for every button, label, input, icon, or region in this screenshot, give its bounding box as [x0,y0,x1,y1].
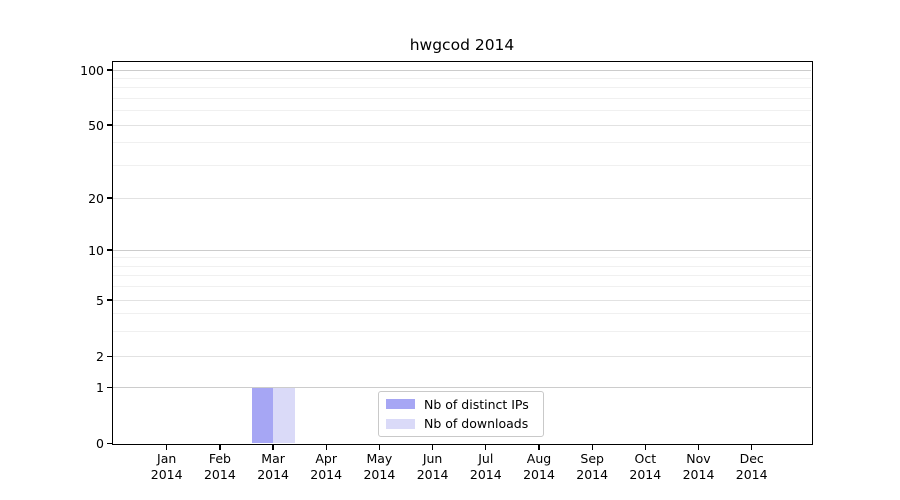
x-tick-label-mar: Mar 2014 [241,451,305,482]
x-tick-mark-feb [219,444,221,450]
x-tick-label-year: 2014 [310,466,343,482]
y-tick-label-10: 10 [88,242,104,258]
x-tick-label-month: Mar [261,451,285,466]
x-tick-label-nov: Nov 2014 [667,451,731,482]
x-tick-mark-dec [751,444,753,450]
gridline-y-20 [113,197,811,199]
y-tick-label-1: 1 [96,380,104,396]
x-tick-label-year: 2014 [203,466,236,482]
y-tick-mark-100 [107,69,112,71]
legend-item-0: Nb of distinct IPs [386,395,535,414]
y-tick-mark-50 [107,124,112,126]
x-tick-label-month: Apr [315,451,337,466]
y-tick-label-2: 2 [96,349,104,364]
x-tick-label-dec: Dec 2014 [720,451,784,482]
x-tick-label-jan: Jan 2014 [135,451,199,482]
x-tick-mark-jun [431,444,434,450]
x-tick-label-may: May 2014 [347,451,411,482]
gridline-y-minor-2 [113,97,811,99]
gridline-y-minor-7 [113,265,811,267]
gridline-y-minor-3 [113,110,811,112]
x-tick-label-year: 2014 [735,466,768,482]
x-tick-mark-jan [166,444,168,450]
legend-label-0: Nb of distinct IPs [424,396,529,412]
x-tick-mark-mar [272,444,274,450]
y-tick-mark-10 [107,249,112,251]
gridline-y-minor-8 [113,275,811,277]
bar-nb-of-downloads-mar-2014 [273,387,295,444]
x-tick-label-sep: Sep 2014 [560,451,624,482]
x-tick-label-year: 2014 [469,466,502,482]
y-tick-mark-1 [107,387,112,389]
gridline-y-2 [113,356,811,357]
x-tick-label-jul: Jul 2014 [454,451,518,482]
x-tick-label-feb: Feb 2014 [188,451,252,482]
x-tick-label-month: Jan [157,451,177,466]
x-tick-label-month: Jul [478,451,494,466]
y-tick-label-5: 5 [96,292,104,308]
x-tick-mark-sep [591,444,593,450]
x-tick-label-jun: Jun 2014 [401,451,465,482]
bar-nb-of-distinct-ips-mar-2014 [251,387,274,444]
x-tick-label-apr: Apr 2014 [294,451,358,482]
legend-label-1: Nb of downloads [424,416,529,432]
gridline-y-minor-0 [113,77,811,79]
x-tick-label-month: Dec [739,451,764,466]
gridline-y-minor-5 [113,165,811,167]
gridline-y-1 [113,387,811,389]
x-tick-label-month: Jun [422,451,443,466]
x-tick-mark-oct [644,444,646,450]
y-tick-mark-5 [107,299,112,301]
y-tick-label-0: 0 [96,436,104,451]
legend-item-1: Nb of downloads [386,414,535,433]
x-tick-label-year: 2014 [416,466,449,482]
x-tick-label-year: 2014 [682,466,715,482]
gridline-y-100 [113,69,811,71]
x-tick-label-month: Nov [686,451,711,466]
x-tick-mark-aug [538,444,540,450]
x-tick-label-year: 2014 [629,466,662,482]
y-tick-mark-0 [107,442,112,445]
gridline-y-5 [113,299,811,301]
legend: Nb of distinct IPs Nb of downloads [378,391,544,437]
x-tick-label-year: 2014 [576,466,609,482]
x-tick-mark-nov [697,444,700,450]
legend-swatch-1 [386,418,415,430]
gridline-y-minor-4 [113,142,811,144]
x-tick-label-month: May [366,451,393,466]
x-tick-mark-apr [325,444,327,450]
y-tick-label-20: 20 [88,190,104,206]
gridline-y-50 [113,124,811,126]
x-tick-label-year: 2014 [523,466,555,482]
x-tick-label-month: Feb [208,451,231,466]
y-tick-mark-20 [107,197,112,199]
y-tick-label-100: 100 [80,62,104,78]
gridline-y-minor-1 [113,87,811,89]
x-tick-label-oct: Oct 2014 [613,451,677,482]
x-tick-mark-jul [485,444,487,450]
gridline-y-minor-11 [113,331,811,332]
y-tick-label-50: 50 [88,117,104,133]
x-tick-label-aug: Aug 2014 [507,451,571,482]
x-tick-label-month: Oct [634,451,657,466]
x-tick-label-year: 2014 [363,466,396,482]
x-tick-mark-may [378,444,381,450]
plot-area [113,62,811,444]
gridline-y-10 [113,249,811,251]
x-tick-label-year: 2014 [150,466,183,482]
x-tick-label-month: Aug [526,451,552,466]
legend-swatch-0 [386,398,415,410]
x-tick-label-year: 2014 [257,466,289,482]
y-tick-mark-2 [107,355,112,358]
gridline-y-minor-10 [113,313,811,315]
gridline-y-minor-9 [113,286,811,288]
chart-title: hwgcod 2014 [409,36,515,54]
x-tick-label-month: Sep [580,451,604,466]
gridline-y-minor-6 [113,257,811,259]
